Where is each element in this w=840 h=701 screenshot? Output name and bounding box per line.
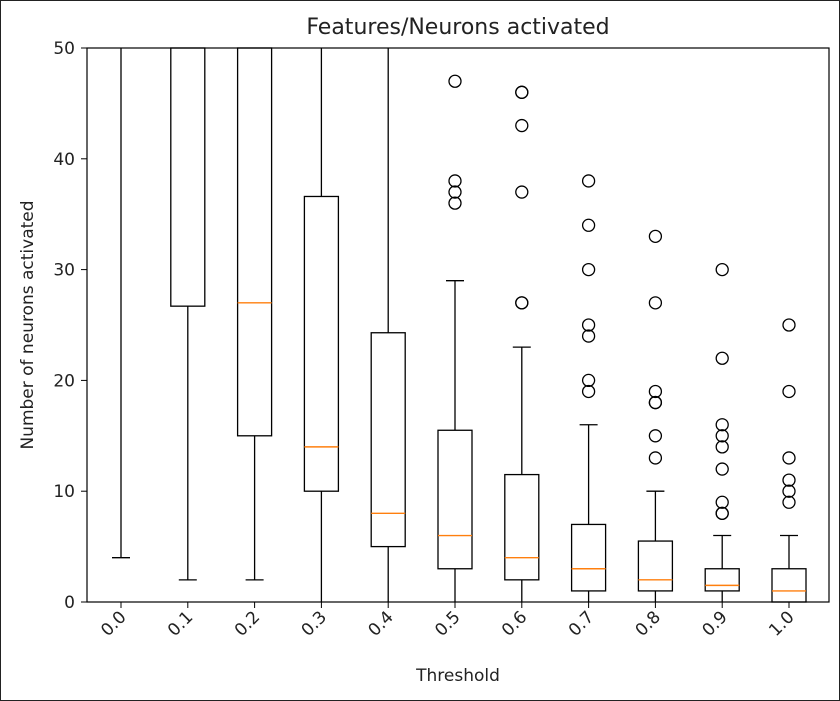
x-tick-label: 0.5 xyxy=(431,607,464,640)
y-axis-label: Number of neurons activated xyxy=(18,200,38,449)
x-tick-label: 0.7 xyxy=(565,607,598,640)
x-tick-label: 0.8 xyxy=(632,607,665,640)
x-tick-label: 0.4 xyxy=(364,607,397,640)
outlier-point xyxy=(515,118,529,133)
x-tick-label: 1.0 xyxy=(765,607,798,640)
outlier-point xyxy=(448,185,462,199)
outlier-point xyxy=(648,229,663,244)
outlier-point xyxy=(782,318,796,332)
x-tick-label: 0.2 xyxy=(231,607,264,640)
box-iqr xyxy=(704,568,740,592)
outlier-point xyxy=(581,218,596,232)
outlier-point xyxy=(581,373,596,388)
outlier-point xyxy=(648,384,663,399)
outlier-point xyxy=(648,451,663,465)
outlier-point xyxy=(448,196,462,210)
outlier-point xyxy=(782,384,796,399)
outlier-point xyxy=(715,440,729,454)
axes-frame xyxy=(86,47,830,603)
outlier-point xyxy=(715,262,729,277)
box-iqr xyxy=(236,47,273,437)
y-tick-label: 10 xyxy=(53,482,75,502)
x-tick-label: 0.1 xyxy=(164,607,197,640)
chart-title: Features/Neurons activated xyxy=(306,15,609,40)
outlier-point xyxy=(581,384,596,399)
box-iqr xyxy=(437,429,473,570)
outlier-point xyxy=(715,462,729,476)
x-tick-label: 0.9 xyxy=(698,607,731,640)
x-tick-label: 0.3 xyxy=(298,607,331,640)
box-iqr xyxy=(570,523,607,592)
outlier-point xyxy=(782,451,796,465)
plot-area: 0 10 20 30 40 50 0.0 0.1 0.2 0.3 0.4 0.5 0.6 0.7 0.8 0.… xyxy=(53,39,830,641)
x-axis-label: Threshold xyxy=(415,666,500,686)
outlier-point xyxy=(648,395,663,410)
outlier-point xyxy=(715,506,729,521)
outlier-point xyxy=(581,329,596,343)
box-iqr xyxy=(303,195,340,492)
outlier-point xyxy=(448,174,462,188)
y-tick-label: 20 xyxy=(53,371,75,391)
outlier-point xyxy=(515,296,529,310)
x-tick-label: 0.0 xyxy=(97,607,130,640)
box-iqr xyxy=(170,47,206,307)
outlier-point xyxy=(581,262,596,277)
box-iqr xyxy=(637,540,674,592)
outlier-point xyxy=(782,473,796,487)
outlier-point xyxy=(715,351,729,365)
outlier-point xyxy=(515,185,529,199)
outlier-point xyxy=(581,174,596,188)
outlier-point xyxy=(448,74,462,88)
outlier-point xyxy=(715,495,729,509)
outlier-point xyxy=(715,429,729,443)
outlier-point xyxy=(648,429,663,443)
x-tick-label: 0.6 xyxy=(498,607,531,640)
outlier-point xyxy=(515,85,529,99)
outlier-point xyxy=(581,318,596,332)
outlier-point xyxy=(648,296,663,310)
outlier-point xyxy=(715,418,729,432)
outlier-point xyxy=(782,495,796,509)
y-tick-label: 30 xyxy=(53,261,75,281)
box-iqr xyxy=(370,332,406,548)
box-iqr xyxy=(771,568,807,603)
box-iqr xyxy=(504,473,540,581)
y-tick-label: 50 xyxy=(53,39,75,59)
y-tick-label: 40 xyxy=(53,150,75,170)
outlier-point xyxy=(782,484,796,498)
y-tick-label: 0 xyxy=(64,593,75,613)
